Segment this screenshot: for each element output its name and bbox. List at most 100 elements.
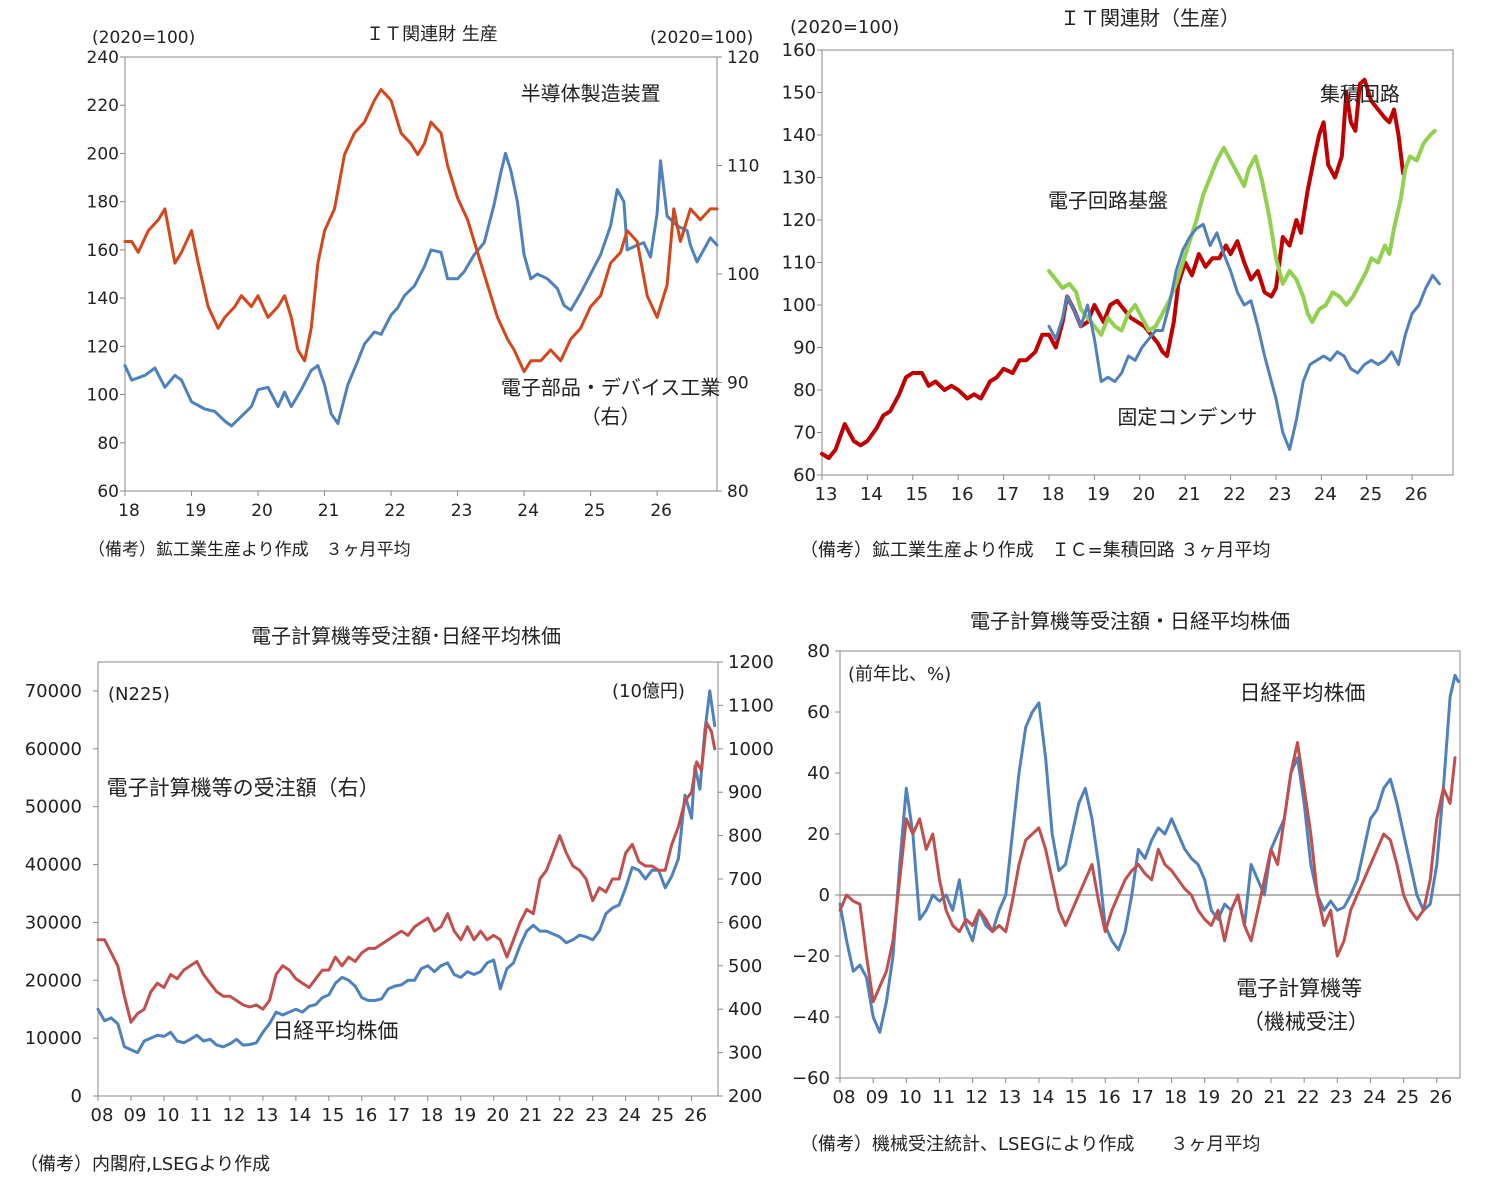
series-line-0: [123, 151, 719, 428]
y-tick-label-left: 80: [807, 641, 830, 662]
series-label: 電子計算機等: [1236, 977, 1362, 1001]
y-tick-label-right: 200: [728, 1086, 762, 1107]
x-tick-label: 15: [1065, 1087, 1088, 1108]
y-tick-label-left: 200: [87, 144, 119, 164]
x-tick-label: 20: [251, 501, 273, 521]
x-tick-label: 16: [1098, 1087, 1121, 1108]
series-line-1: [96, 721, 717, 1024]
y-tick-label-left: −20: [792, 946, 830, 967]
y-tick-label-right: 1000: [728, 739, 774, 760]
y-tick-label-left: 40000: [25, 855, 82, 876]
x-tick-label: 19: [185, 501, 207, 521]
x-tick-label: 22: [1297, 1087, 1320, 1108]
series-label: （右）: [581, 404, 641, 428]
chart-ic-detail-production: ＩＴ関連財（生産） (2020=100) （備考）鉱工業生産より作成 ＩＣ=集積回路…: [782, 6, 1454, 561]
x-tick-label: 26: [1429, 1087, 1452, 1108]
left-axis-unit: (2020=100): [92, 28, 195, 48]
y-tick-label-right: 100: [727, 265, 759, 285]
y-tick-label-right: 800: [728, 826, 762, 847]
y-tick-label-right: 1200: [728, 652, 774, 673]
y-tick-label-left: 120: [782, 210, 816, 231]
y-tick-label-right: 900: [728, 782, 762, 803]
y-tick-label-left: 150: [782, 83, 816, 104]
y-tick-label-right: 110: [727, 157, 759, 177]
y-tick-label-left: 50000: [25, 797, 82, 818]
x-tick-label: 13: [255, 1105, 278, 1126]
x-tick-label: 24: [618, 1105, 641, 1126]
x-tick-label: 23: [1330, 1087, 1353, 1108]
y-tick-label-right: 600: [728, 912, 762, 933]
x-tick-label: 21: [1178, 484, 1201, 505]
y-tick-label-left: 0: [71, 1086, 82, 1107]
y-tick-label-left: 80: [793, 380, 816, 401]
series-line-2: [1047, 222, 1441, 451]
y-tick-label-right: 400: [728, 999, 762, 1020]
y-tick-label-left: 110: [782, 253, 816, 274]
x-tick-label: 21: [519, 1105, 542, 1126]
series-label: （機械受注）: [1243, 1010, 1369, 1034]
x-tick-label: 09: [866, 1087, 889, 1108]
y-tick-label-left: 160: [782, 40, 816, 61]
y-tick-label-left: 0: [819, 885, 830, 906]
chart-note: （備考）鉱工業生産より作成 ＩＣ=集積回路 ３ヶ月平均: [800, 540, 1270, 561]
y-tick-label-left: 220: [87, 96, 119, 116]
x-tick-label: 20: [1132, 484, 1155, 505]
x-tick-label: 18: [118, 501, 140, 521]
chart-computer-orders-nikkei-level: 電子計算機等受注額･日経平均株価 (N225) (10億円) （備考）内閣府,LSEG…: [20, 624, 774, 1175]
x-tick-label: 12: [965, 1087, 988, 1108]
y-tick-label-left: 180: [87, 193, 119, 213]
x-tick-label: 26: [684, 1105, 707, 1126]
x-tick-label: 25: [1359, 484, 1382, 505]
x-tick-label: 14: [860, 484, 883, 505]
y-tick-label-left: 60: [97, 482, 119, 502]
y-tick-label-right: 500: [728, 956, 762, 977]
x-tick-label: 26: [1405, 484, 1428, 505]
y-tick-label-left: 10000: [25, 1028, 82, 1049]
y-tick-label-left: 20000: [25, 970, 82, 991]
x-tick-label: 24: [1314, 484, 1337, 505]
x-tick-label: 09: [124, 1105, 147, 1126]
chart-note: （備考）内閣府,LSEGより作成: [20, 1154, 270, 1175]
y-tick-label-left: −60: [792, 1068, 830, 1089]
y-tick-label-left: 100: [87, 386, 119, 406]
series-label: 日経平均株価: [272, 1019, 398, 1043]
x-tick-label: 26: [650, 501, 672, 521]
y-tick-label-right: 80: [727, 482, 749, 502]
x-tick-label: 24: [1363, 1087, 1386, 1108]
x-tick-label: 22: [384, 501, 406, 521]
y-tick-label-left: 40: [807, 763, 830, 784]
series-label: 日経平均株価: [1240, 681, 1366, 705]
x-tick-label: 16: [951, 484, 974, 505]
series-line-0: [96, 689, 717, 1055]
series-line-1: [838, 741, 1457, 1004]
x-tick-label: 25: [584, 501, 606, 521]
left-axis-unit: (前年比、%): [848, 664, 951, 685]
chart-note: （備考）鉱工業生産より作成 ３ヶ月平均: [88, 540, 411, 560]
y-tick-label-right: 1100: [728, 695, 774, 716]
y-tick-label-left: 130: [782, 168, 816, 189]
series-label: 集積回路: [1320, 82, 1400, 106]
x-tick-label: 12: [222, 1105, 245, 1126]
left-axis-unit: (N225): [108, 684, 170, 705]
series-line-1: [1047, 128, 1437, 337]
chart-title: 電子計算機等受注額･日経平均株価: [251, 624, 561, 648]
x-tick-label: 17: [996, 484, 1019, 505]
x-tick-label: 15: [905, 484, 928, 505]
chart-title: ＩＴ関連財（生産）: [1060, 6, 1240, 30]
series-line-0: [820, 77, 1406, 460]
series-label: 電子部品・デバイス工業: [501, 376, 720, 400]
x-tick-label: 11: [932, 1087, 955, 1108]
x-tick-label: 18: [420, 1105, 443, 1126]
right-axis-unit: (2020=100): [650, 28, 753, 48]
x-tick-label: 18: [1164, 1087, 1187, 1108]
chart-title: 電子計算機等受注額・日経平均株価: [970, 609, 1290, 633]
series-label: 電子計算機等の受注額（右）: [107, 776, 380, 800]
x-tick-label: 20: [1230, 1087, 1253, 1108]
y-tick-label-left: 120: [87, 337, 119, 357]
y-tick-label-left: −40: [792, 1007, 830, 1028]
y-tick-label-right: 300: [728, 1043, 762, 1064]
x-tick-label: 13: [815, 484, 838, 505]
x-tick-label: 16: [354, 1105, 377, 1126]
plot-frame: [839, 650, 1461, 1079]
